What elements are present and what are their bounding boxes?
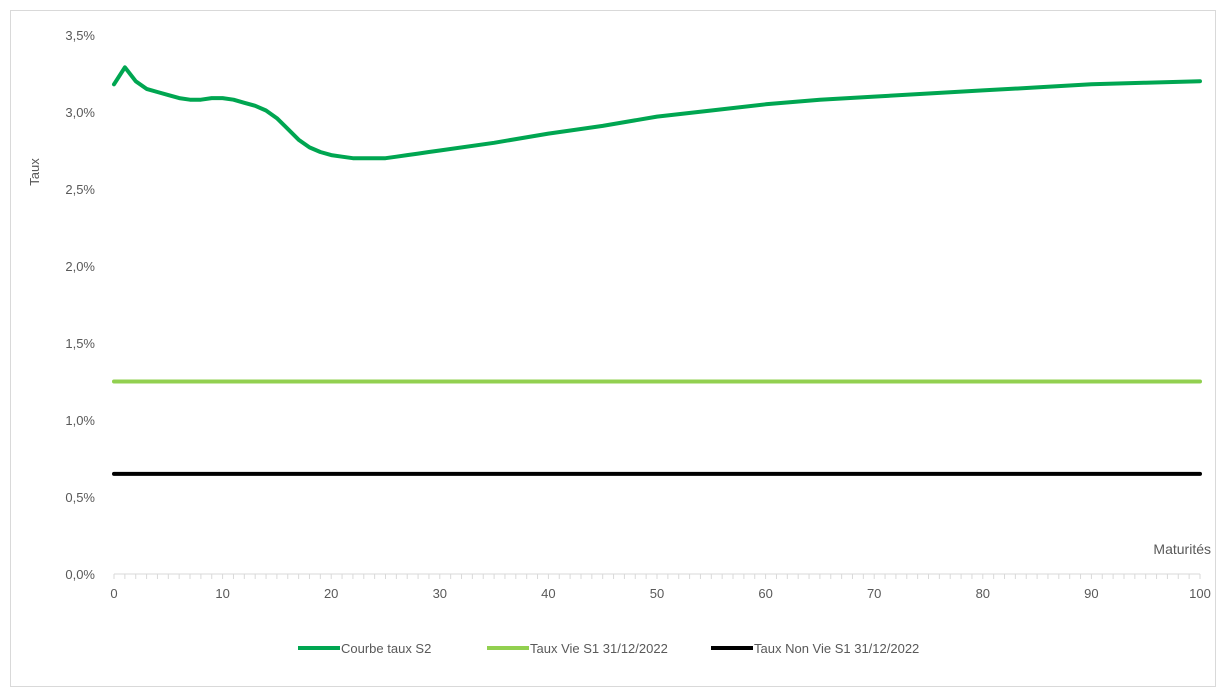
x-tick-label: 40: [541, 586, 555, 601]
legend-label: Taux Vie S1 31/12/2022: [530, 641, 668, 656]
y-tick-label: 2,0%: [65, 259, 95, 274]
legend-label: Courbe taux S2: [341, 641, 431, 656]
x-tick-label: 50: [650, 586, 664, 601]
x-tick-label: 10: [215, 586, 229, 601]
y-axis-ticks: 0,0% 0,5% 1,0% 1,5% 2,0% 2,5% 3,0% 3,5%: [65, 28, 95, 582]
x-tick-label: 70: [867, 586, 881, 601]
x-tick-label: 90: [1084, 586, 1098, 601]
x-tick-label: 60: [758, 586, 772, 601]
chart-frame: Taux Maturités 0,0% 0,5% 1,0% 1,5% 2,0% 2,5% 3…: [10, 10, 1216, 687]
x-tick-label: 80: [976, 586, 990, 601]
y-tick-label: 1,0%: [65, 413, 95, 428]
x-tick-label: 0: [110, 586, 117, 601]
x-axis-title: Maturités: [1153, 541, 1211, 557]
y-axis-title: Taux: [27, 158, 42, 186]
legend: Courbe taux S2 Taux Vie S1 31/12/2022 Taux…: [298, 641, 919, 656]
series-line-1: [112, 65, 1202, 161]
y-tick-label: 0,5%: [65, 490, 95, 505]
line-chart: Taux Maturités 0,0% 0,5% 1,0% 1,5% 2,0% 2,5% 3…: [27, 28, 1211, 656]
y-tick-label: 3,0%: [65, 105, 95, 120]
x-tick-label: 100: [1189, 586, 1211, 601]
y-tick-label: 3,5%: [65, 28, 95, 43]
y-tick-label: 2,5%: [65, 182, 95, 197]
series-lines: [112, 65, 1202, 476]
legend-label: Taux Non Vie S1 31/12/2022: [754, 641, 919, 656]
x-tick-label: 30: [433, 586, 447, 601]
x-axis: 0 10 20 30 40 50 60 70 80 90 100: [110, 573, 1211, 601]
x-tick-label: 20: [324, 586, 338, 601]
y-tick-label: 0,0%: [65, 567, 95, 582]
y-tick-label: 1,5%: [65, 336, 95, 351]
